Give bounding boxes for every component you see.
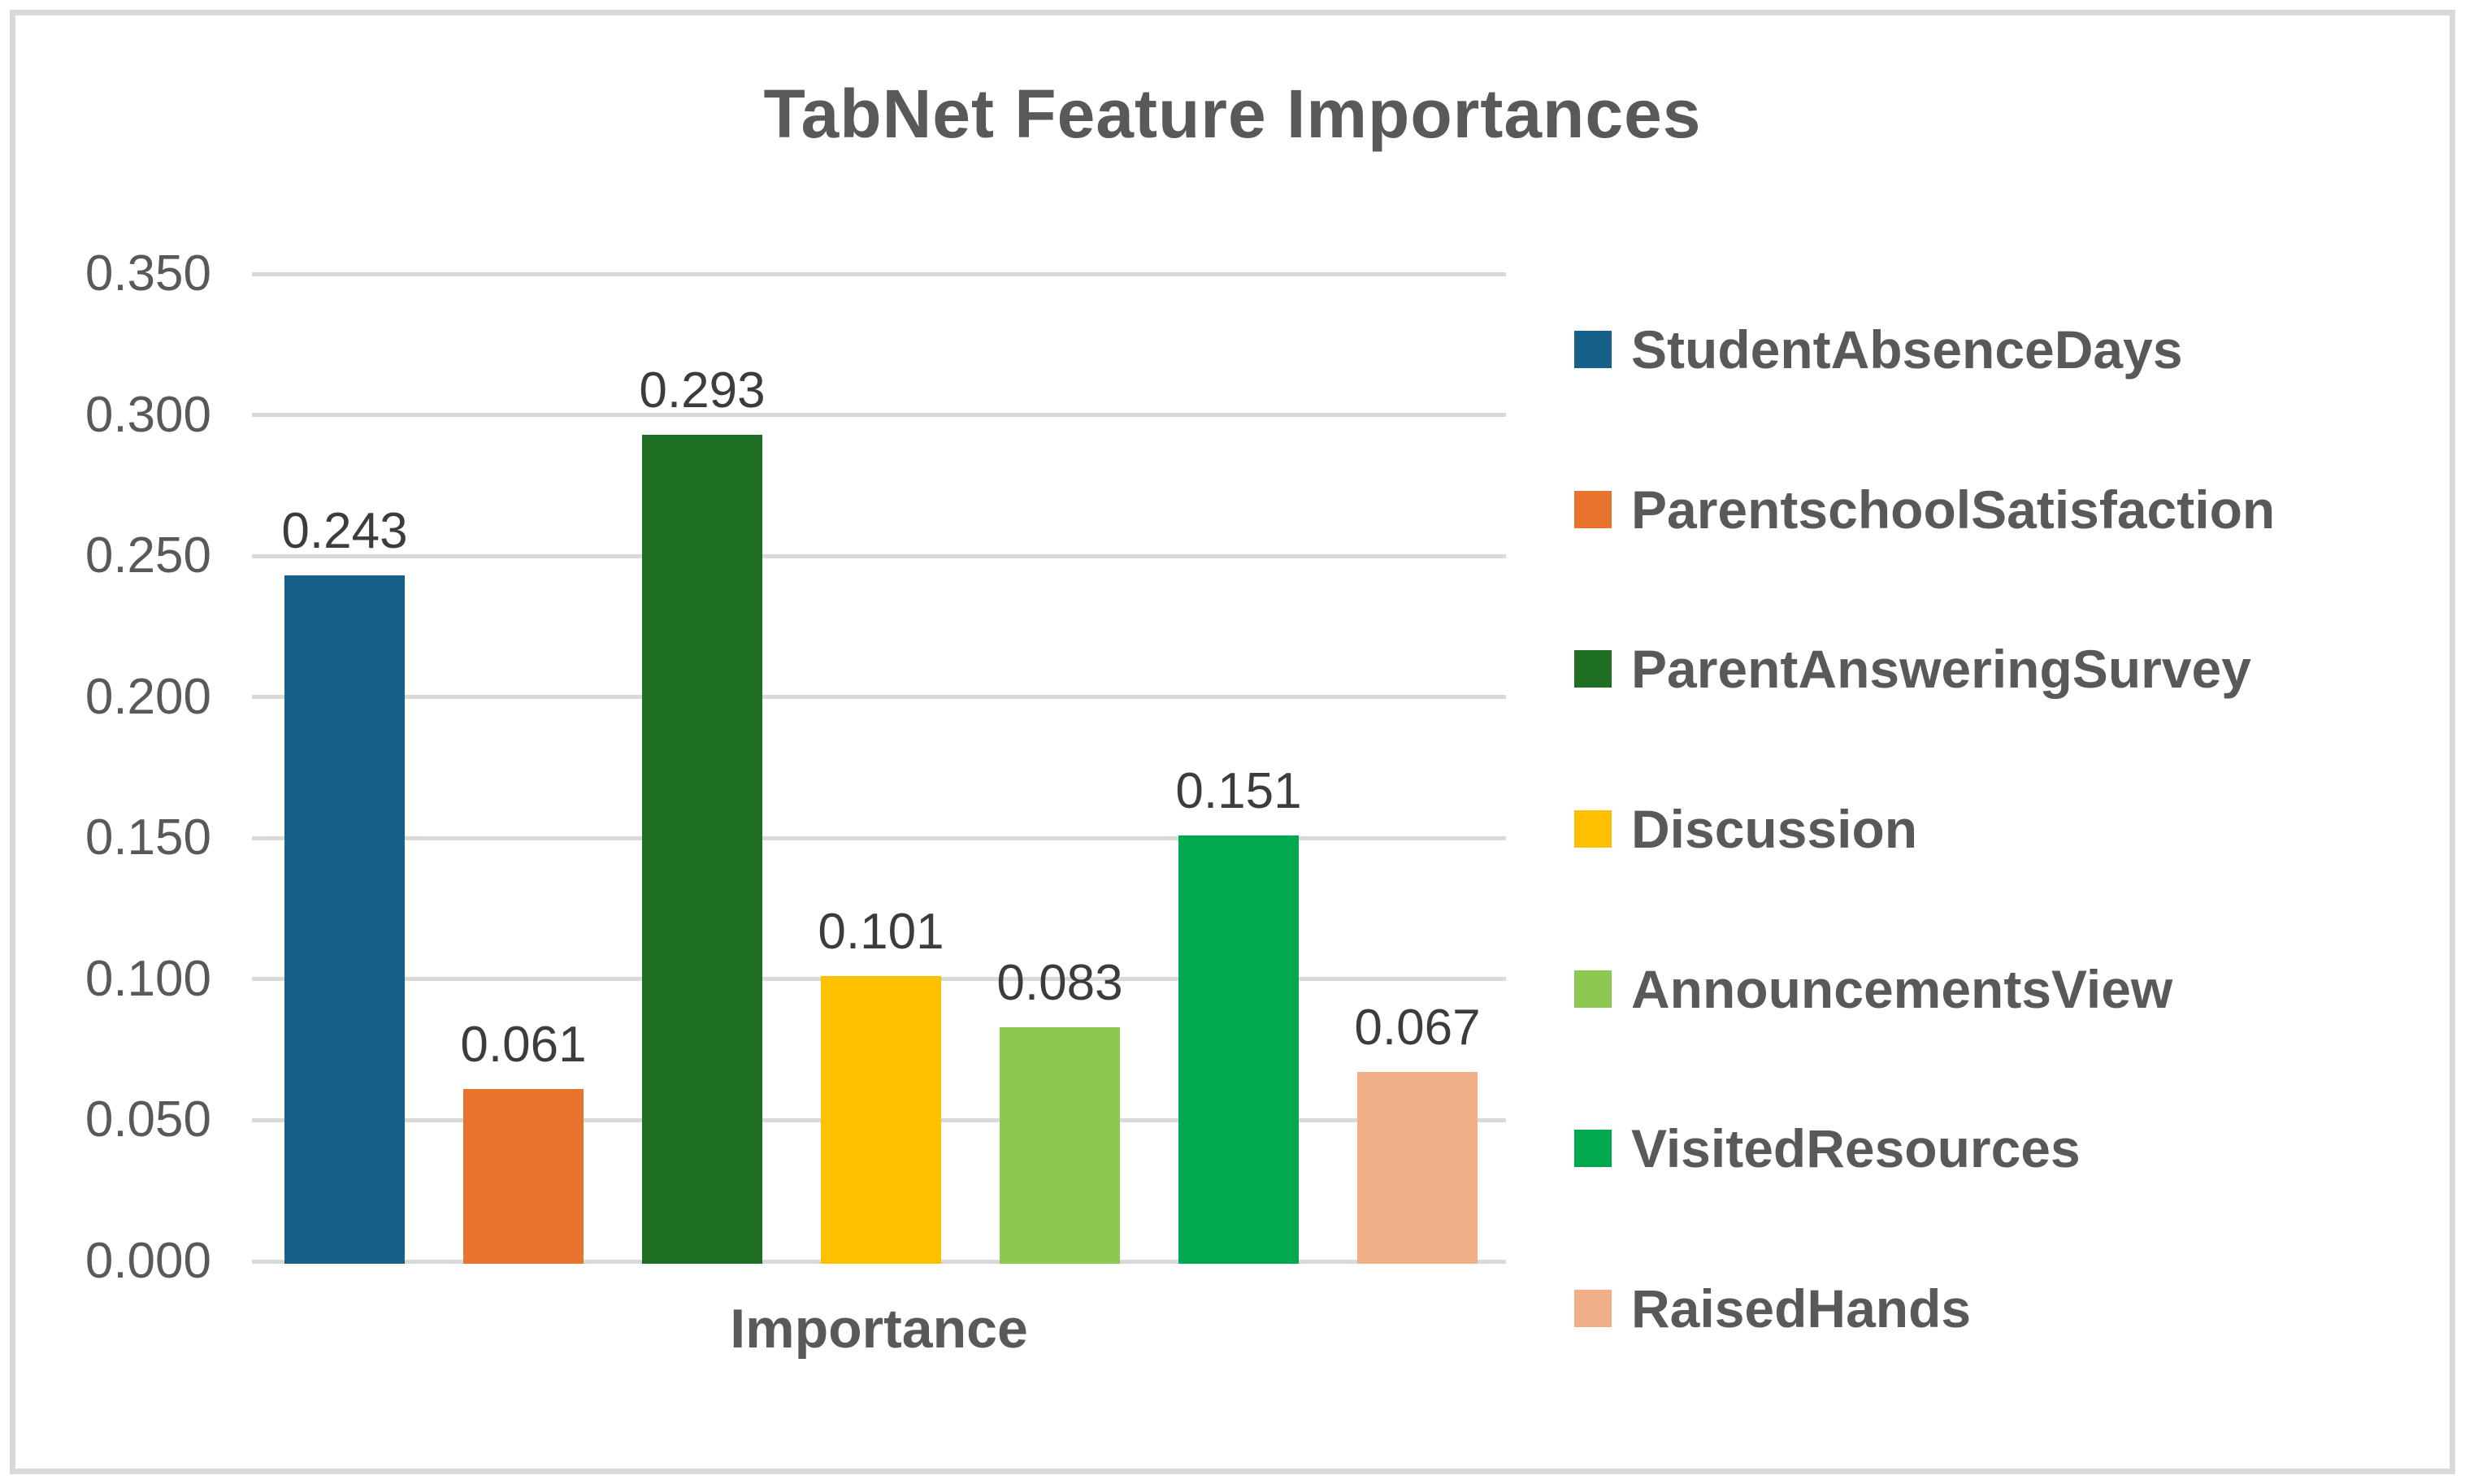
y-tick-label: 0.050 <box>85 1091 211 1148</box>
bar-value-label: 0.243 <box>281 503 408 560</box>
y-tick-label: 0.200 <box>85 668 211 725</box>
gridline <box>252 553 1506 558</box>
legend-label: StudentAbsenceDays <box>1631 319 2183 380</box>
gridline <box>252 413 1506 418</box>
legend-swatch <box>1574 1289 1612 1327</box>
bar <box>463 1089 584 1264</box>
legend-item: ParentAnsweringSurvey <box>1574 638 2275 700</box>
legend-swatch <box>1574 1130 1612 1168</box>
plot-area: 0.000 0.050 0.100 0.150 0.200 0.250 0.300 0.350… <box>85 249 1506 1287</box>
legend-swatch <box>1574 809 1612 848</box>
bar-value-label: 0.101 <box>818 904 944 961</box>
bar <box>1178 835 1299 1264</box>
gridline <box>252 695 1506 700</box>
bar <box>1000 1026 1120 1264</box>
legend-swatch <box>1574 331 1612 368</box>
y-tick-label: 0.150 <box>85 809 211 866</box>
chart-title: TabNet Feature Importances <box>763 76 1702 152</box>
legend-label: VisitedResources <box>1631 1118 2081 1179</box>
y-tick-label: 0.350 <box>85 245 211 302</box>
legend-label: Discussion <box>1631 798 1918 859</box>
legend-label: ParentschoolSatisfaction <box>1631 479 2276 540</box>
bar <box>284 575 405 1264</box>
legend-swatch <box>1574 490 1612 528</box>
chart-border <box>10 10 2455 1474</box>
legend-item: ParentschoolSatisfaction <box>1574 479 2275 540</box>
legend-swatch <box>1574 650 1612 688</box>
legend-item: StudentAbsenceDays <box>1574 319 2275 380</box>
gridline <box>252 835 1506 840</box>
y-tick-label: 0.100 <box>85 950 211 1007</box>
legend-item: VisitedResources <box>1574 1117 2275 1179</box>
bar-value-label: 0.067 <box>1354 1000 1481 1057</box>
bar <box>821 976 941 1264</box>
legend-item: AnnouncementsView <box>1574 958 2275 1020</box>
bar <box>642 434 762 1264</box>
bar-value-label: 0.293 <box>639 362 766 419</box>
legend-item: RaisedHands <box>1574 1278 2275 1339</box>
y-tick-label: 0.000 <box>85 1233 211 1289</box>
legend: StudentAbsenceDays ParentschoolSatisfacti… <box>1574 319 2275 1339</box>
y-tick-label: 0.250 <box>85 527 211 584</box>
legend-item: Discussion <box>1574 798 2275 860</box>
x-axis-label: Importance <box>730 1298 1028 1360</box>
legend-label: ParentAnsweringSurvey <box>1631 639 2251 700</box>
y-tick-label: 0.300 <box>85 386 211 443</box>
legend-label: RaisedHands <box>1631 1278 1972 1339</box>
bar-value-label: 0.151 <box>1175 762 1302 819</box>
legend-swatch <box>1574 970 1612 1008</box>
bar-value-label: 0.061 <box>460 1017 587 1074</box>
legend-label: AnnouncementsView <box>1631 958 2173 1019</box>
bar-value-label: 0.083 <box>996 954 1123 1011</box>
gridline <box>252 271 1506 276</box>
bar <box>1357 1072 1478 1264</box>
